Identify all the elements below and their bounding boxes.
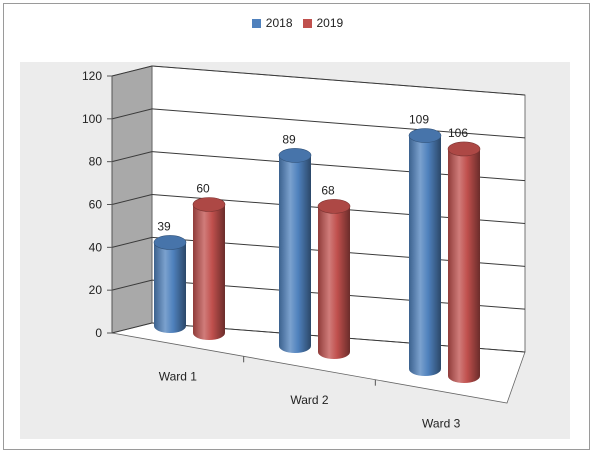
bar-2019-ward-2 <box>318 206 350 359</box>
bar-2018-ward-2 <box>279 155 311 353</box>
y-tick-label: 100 <box>82 112 102 126</box>
gridline-side <box>111 65 153 77</box>
bar-2019-ward-1 <box>193 204 225 340</box>
legend-swatch-2019 <box>302 18 312 28</box>
x-tick-label: Ward 2 <box>290 393 329 407</box>
legend-label-2018: 2018 <box>265 16 293 30</box>
x-tick-label: Ward 3 <box>422 416 461 430</box>
gridline-side <box>111 194 153 205</box>
x-tick-label: Ward 1 <box>159 370 198 384</box>
legend-swatch-2018 <box>251 18 261 28</box>
legend-item-2019: 2019 <box>302 16 344 30</box>
y-tick-label: 20 <box>89 283 103 297</box>
gridline-side <box>111 279 153 291</box>
bar-2019-ward-3-top <box>447 141 481 157</box>
gridline-side <box>111 236 153 248</box>
bar-2019-ward-2-top <box>317 199 351 214</box>
y-tick-label: 0 <box>95 326 102 340</box>
data-label: 68 <box>321 183 335 197</box>
legend-item-2018: 2018 <box>251 16 293 30</box>
gridline-side <box>111 322 153 334</box>
data-label: 89 <box>282 132 296 146</box>
bar-2018-ward-3 <box>409 135 441 376</box>
data-label: 106 <box>448 126 468 140</box>
gridline-side <box>111 108 153 120</box>
bar-2018-ward-1 <box>154 242 186 333</box>
y-tick-label: 80 <box>89 155 103 169</box>
y-tick-label: 60 <box>89 198 103 212</box>
bar-2018-ward-1-top <box>153 235 187 250</box>
gridline <box>151 65 526 96</box>
data-label: 39 <box>157 219 171 233</box>
gridline <box>151 108 526 139</box>
y-tick-label: 120 <box>82 69 102 83</box>
bar-2019-ward-1-top <box>192 197 226 212</box>
chart-legend: 2018 2019 <box>0 16 595 30</box>
gridline-side <box>111 151 153 163</box>
y-tick-label: 40 <box>89 240 103 254</box>
data-label: 109 <box>409 113 429 127</box>
bar-2018-ward-3-top <box>408 128 442 143</box>
bar-2019-ward-3 <box>448 148 480 383</box>
bar-2018-ward-2-top <box>278 148 312 163</box>
legend-label-2019: 2019 <box>316 16 344 30</box>
data-label: 60 <box>196 182 210 196</box>
